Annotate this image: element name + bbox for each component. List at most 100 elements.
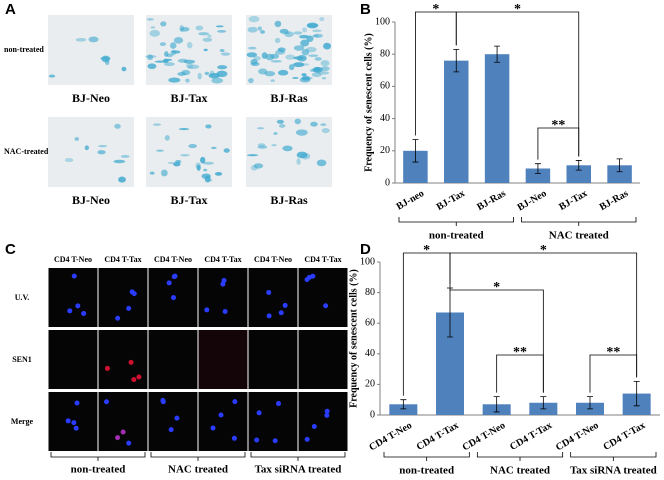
nucleus (172, 273, 178, 279)
stained-cell (309, 68, 315, 72)
stained-cell (207, 34, 212, 38)
bar (607, 165, 632, 183)
stained-cell (320, 123, 327, 127)
significance-bracket (449, 284, 544, 393)
stained-cell (223, 148, 230, 153)
stained-cell (295, 129, 308, 136)
stained-cell (187, 64, 200, 70)
significance-label: * (514, 2, 521, 17)
stained-cell (160, 21, 167, 27)
x-tick-label: CD4 T-Tax (415, 420, 461, 453)
nucleus (266, 289, 272, 295)
stained-cell (248, 46, 257, 50)
stained-cell (313, 33, 323, 38)
stained-cell (175, 159, 182, 164)
nucleus (324, 412, 330, 418)
stained-cell (302, 27, 308, 33)
stained-cell (152, 123, 162, 126)
stained-cell (305, 46, 317, 53)
nucleus (218, 412, 224, 418)
stained-cell (301, 49, 310, 56)
nucleus (276, 401, 282, 407)
significance-label: ** (551, 118, 565, 133)
stained-cell (167, 161, 176, 164)
nucleus (231, 435, 237, 441)
stained-cell (270, 79, 275, 82)
fluorescence-image (198, 392, 248, 451)
group-brace (521, 217, 637, 226)
fluorescence-image (248, 268, 298, 327)
stained-cell (196, 164, 201, 171)
stained-cell (296, 151, 308, 159)
bar (444, 60, 469, 183)
stained-cell (278, 124, 286, 128)
stained-cell (246, 52, 258, 58)
nucleus (104, 365, 110, 371)
group-brace (476, 452, 564, 461)
stained-cell (310, 121, 318, 127)
stained-cell (219, 49, 225, 53)
row-label: SEN1 (12, 355, 32, 364)
stained-cell (220, 52, 231, 56)
stained-cell (275, 50, 286, 55)
column-label: CD4 T-Neo (54, 255, 92, 264)
column-label: CD4 T-Tax (204, 255, 241, 264)
stained-cell (203, 168, 208, 172)
significance-label: * (493, 280, 500, 295)
significance-label: * (540, 243, 547, 258)
stained-cell (314, 67, 321, 72)
nucleus (278, 310, 284, 316)
stained-cell (48, 74, 56, 78)
micrograph (48, 15, 134, 85)
stained-cell (74, 137, 80, 141)
stained-cell (188, 144, 198, 149)
image-caption: BJ-Neo (72, 193, 110, 207)
stained-cell (197, 72, 202, 80)
y-axis-label: Frequency of senescent cells (%) (363, 33, 374, 172)
stained-cell (247, 26, 258, 33)
stained-cell (293, 62, 305, 68)
nucleus (115, 315, 121, 321)
stained-cell (203, 48, 208, 52)
stained-cell (277, 69, 289, 76)
error-bar (534, 163, 541, 174)
fluorescence-image (298, 392, 348, 451)
nucleus (221, 277, 227, 283)
nucleus (166, 280, 172, 286)
significance-bracket (537, 127, 580, 160)
stained-cell (149, 29, 161, 37)
stained-cell (211, 146, 217, 150)
significance-label: ** (513, 345, 527, 360)
stained-cell (288, 64, 295, 71)
stained-cell (195, 25, 204, 31)
group-brace (50, 452, 146, 461)
stained-cell (150, 26, 156, 29)
stained-cell (270, 53, 279, 59)
stained-cell (97, 150, 106, 155)
significance-bracket (496, 354, 544, 393)
stained-cell (164, 134, 170, 141)
nucleus (71, 420, 77, 426)
error-bar (633, 380, 640, 407)
x-tick-label: CD4 T-Neo (554, 420, 601, 453)
stained-cell (164, 51, 169, 57)
stained-cell (120, 154, 130, 158)
nucleus (126, 305, 132, 311)
stained-cell (114, 123, 121, 129)
significance-label: * (423, 243, 430, 258)
y-tick-label: 80 (380, 48, 390, 59)
stained-cell (256, 127, 265, 130)
stained-cell (292, 76, 299, 80)
error-bar (412, 139, 419, 163)
stained-cell (294, 118, 301, 125)
row-label: Merge (11, 417, 34, 426)
stained-cell (180, 26, 190, 32)
nucleus (170, 295, 176, 301)
x-tick-label: BJ-Tax (435, 188, 467, 213)
stained-cell (204, 71, 210, 76)
stained-cell (311, 72, 322, 78)
stained-cell (312, 34, 319, 38)
stained-cell (293, 45, 305, 51)
error-bar (575, 160, 582, 171)
